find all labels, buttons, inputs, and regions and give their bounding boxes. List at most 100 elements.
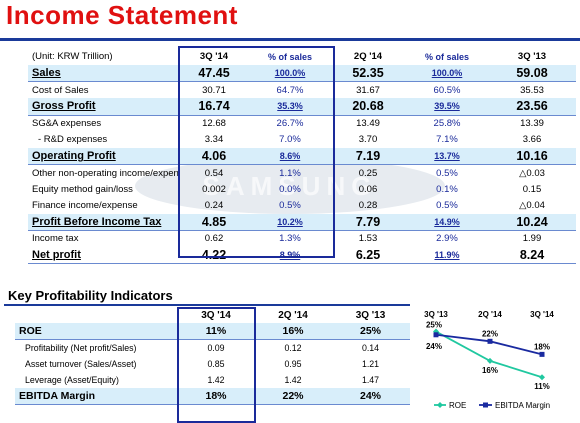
kpi-value-3q13: 1.47: [361, 375, 380, 385]
pct-2q14: 60.5%: [433, 84, 461, 96]
value-2q14: 3.70: [358, 134, 378, 146]
value-3q14: 12.68: [202, 118, 226, 130]
pct-2q14: 0.5%: [436, 200, 458, 212]
value-3q14: 3.34: [204, 134, 224, 146]
pct-2q14: 100.0%: [406, 65, 488, 83]
pct-3q14: 7.0%: [279, 134, 301, 146]
data-label: 25%: [426, 321, 442, 330]
kpi-col-header-2q14: 2Q '14: [278, 309, 308, 321]
kpi-value-2q14: 0.12: [284, 343, 302, 353]
kpi-value-3q13: 24%: [331, 388, 410, 405]
kpi-value-2q14: 1.42: [284, 375, 302, 385]
col-header-3q14: 3Q '14: [199, 51, 229, 62]
pct-2q14: 0.1%: [436, 183, 458, 195]
value-3q13: 8.24: [488, 247, 576, 265]
value-2q14: 52.35: [330, 65, 406, 83]
kpi-row: ROE 11% 16% 25%: [15, 323, 410, 340]
legend-roe-label: ROE: [449, 401, 466, 410]
income-row: Other non-operating income/expense 0.54 1.…: [28, 165, 576, 182]
value-3q13: △0.03: [519, 167, 545, 179]
income-row: Profit Before Income Tax 4.85 10.2% 7.79 14.…: [28, 213, 576, 231]
income-row: Income tax 0.62 1.3% 1.53 2.9% 1.99: [28, 230, 576, 247]
value-2q14: 0.28: [358, 200, 378, 212]
col-header-pct-2: % of sales: [424, 51, 470, 62]
col-header-pct-1: % of sales: [267, 51, 313, 62]
row-label: Finance income/expense: [32, 200, 138, 212]
kpi-value-2q14: 0.95: [284, 359, 302, 369]
kpi-header-row: 3Q '14 2Q '14 3Q '13: [15, 307, 410, 323]
samsung-logo-watermark: SAMSUNG: [135, 158, 445, 214]
kpi-header-blank: [15, 307, 177, 323]
ebitda-point: [433, 332, 439, 338]
row-label: Profit Before Income Tax: [28, 213, 178, 231]
row-label: Cost of Sales: [32, 84, 89, 96]
ebitda-point: [539, 351, 545, 357]
value-3q14: 47.45: [178, 65, 250, 83]
income-row: Equity method gain/loss 0.002 0.0% 0.06 0.1%…: [28, 181, 576, 197]
kpi-value-3q13: 25%: [331, 323, 410, 340]
row-label: Other non-operating income/expense: [32, 167, 178, 179]
ebitda-point: [487, 338, 493, 344]
income-row: Gross Profit 16.74 35.3% 20.68 39.5% 23.56: [28, 98, 576, 116]
kpi-table: 3Q '14 2Q '14 3Q '13 ROE 11% 16% 25% Profita…: [15, 307, 410, 405]
pct-2q14: 25.8%: [433, 118, 461, 130]
kpi-current-quarter-box: [177, 307, 256, 423]
income-row: Sales 47.45 100.0% 52.35 100.0% 59.08: [28, 65, 576, 83]
kpi-label: Asset turnover (Sales/Asset): [25, 359, 137, 369]
kpi-row: Leverage (Asset/Equity) 1.42 1.42 1.47: [15, 372, 410, 388]
kpi-label: Leverage (Asset/Equity): [25, 375, 119, 385]
pct-2q14: 7.1%: [436, 134, 458, 146]
row-label: Sales: [28, 65, 178, 83]
value-2q14: 0.06: [358, 183, 378, 195]
row-label: Net profit: [28, 247, 178, 265]
legend-ebitda-marker: [483, 402, 488, 408]
value-3q13: 0.15: [522, 183, 542, 195]
row-label: Equity method gain/loss: [32, 183, 133, 195]
kpi-row: Profitability (Net profit/Sales) 0.09 0.12…: [15, 340, 410, 357]
value-2q14: 31.67: [356, 84, 380, 96]
data-label: 18%: [534, 342, 550, 351]
kpi-col-header-3q14: 3Q '14: [201, 309, 231, 321]
value-3q14: 0.002: [202, 183, 226, 195]
profitability-line-chart: 3Q '13 2Q '14 3Q '14 25% 16% 11% 24% 22% 18% ROE E…: [424, 310, 554, 410]
pct-3q14: 64.7%: [276, 84, 304, 96]
kpi-value-3q14: 0.85: [207, 359, 225, 369]
page-title: Income Statement: [6, 0, 238, 30]
roe-point: [487, 357, 493, 364]
pct-3q14: 26.7%: [276, 118, 304, 130]
data-label: 16%: [482, 366, 498, 375]
income-statement-table: (Unit: KRW Trillion) 3Q '14 % of sales 2…: [28, 48, 576, 265]
income-row: - R&D expenses 3.34 7.0% 3.70 7.1% 3.66: [28, 132, 576, 148]
col-header-3q13: 3Q '13: [517, 51, 547, 62]
value-2q14: 13.49: [356, 118, 380, 130]
income-row: Net profit 4.22 8.9% 6.25 11.9% 8.24: [28, 247, 576, 265]
value-3q14: 30.71: [202, 84, 226, 96]
kpi-label: Profitability (Net profit/Sales): [25, 343, 137, 353]
value-3q13: 10.16: [488, 147, 576, 166]
value-2q14: 0.25: [358, 167, 378, 179]
value-2q14: 7.79: [330, 213, 406, 231]
income-row: Operating Profit 4.06 8.6% 7.19 13.7% 10.16: [28, 147, 576, 166]
kpi-value-3q14: 11%: [177, 323, 255, 340]
value-3q13: 10.24: [488, 213, 576, 231]
value-3q14: 0.24: [204, 200, 224, 212]
data-label: 11%: [534, 382, 550, 391]
unit-label: (Unit: KRW Trillion): [32, 51, 113, 62]
kpi-value-3q14: 1.42: [207, 375, 225, 385]
kpi-value-3q14: 18%: [177, 388, 255, 405]
pct-3q14: 0.5%: [279, 200, 301, 212]
kpi-label: EBITDA Margin: [15, 388, 177, 405]
chart-x-label: 3Q '14: [530, 310, 554, 319]
pct-2q14: 13.7%: [406, 147, 488, 166]
value-2q14: 7.19: [330, 147, 406, 166]
value-3q13: 13.39: [520, 118, 544, 130]
legend-ebitda-label: EBITDA Margin: [495, 401, 550, 410]
pct-3q14: 10.2%: [250, 213, 330, 231]
value-3q13: 35.53: [520, 84, 544, 96]
col-header-2q14: 2Q '14: [353, 51, 383, 62]
kpi-row: EBITDA Margin 18% 22% 24%: [15, 388, 410, 405]
pct-3q14: 8.6%: [250, 147, 330, 166]
kpi-value-2q14: 22%: [255, 388, 331, 405]
pct-2q14: 0.5%: [436, 167, 458, 179]
value-2q14: 1.53: [358, 233, 378, 245]
